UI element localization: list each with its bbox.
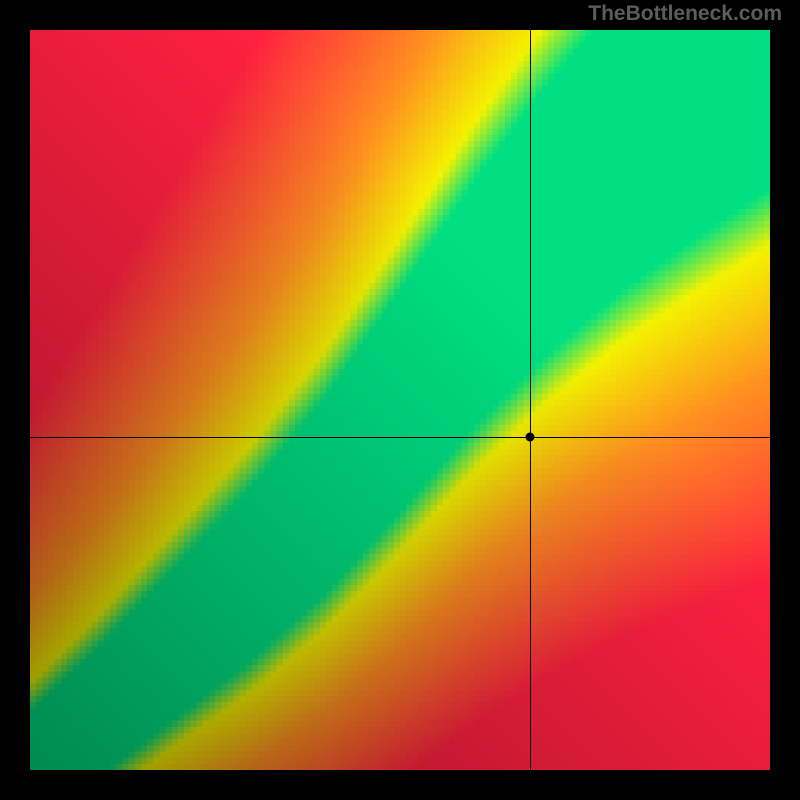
watermark-text: TheBottleneck.com <box>588 2 782 26</box>
plot-area <box>30 30 770 770</box>
crosshair-horizontal <box>30 437 770 438</box>
crosshair-vertical <box>530 30 531 770</box>
crosshair-marker <box>525 433 534 442</box>
heatmap-canvas <box>30 30 770 770</box>
chart-container: TheBottleneck.com <box>0 0 800 800</box>
